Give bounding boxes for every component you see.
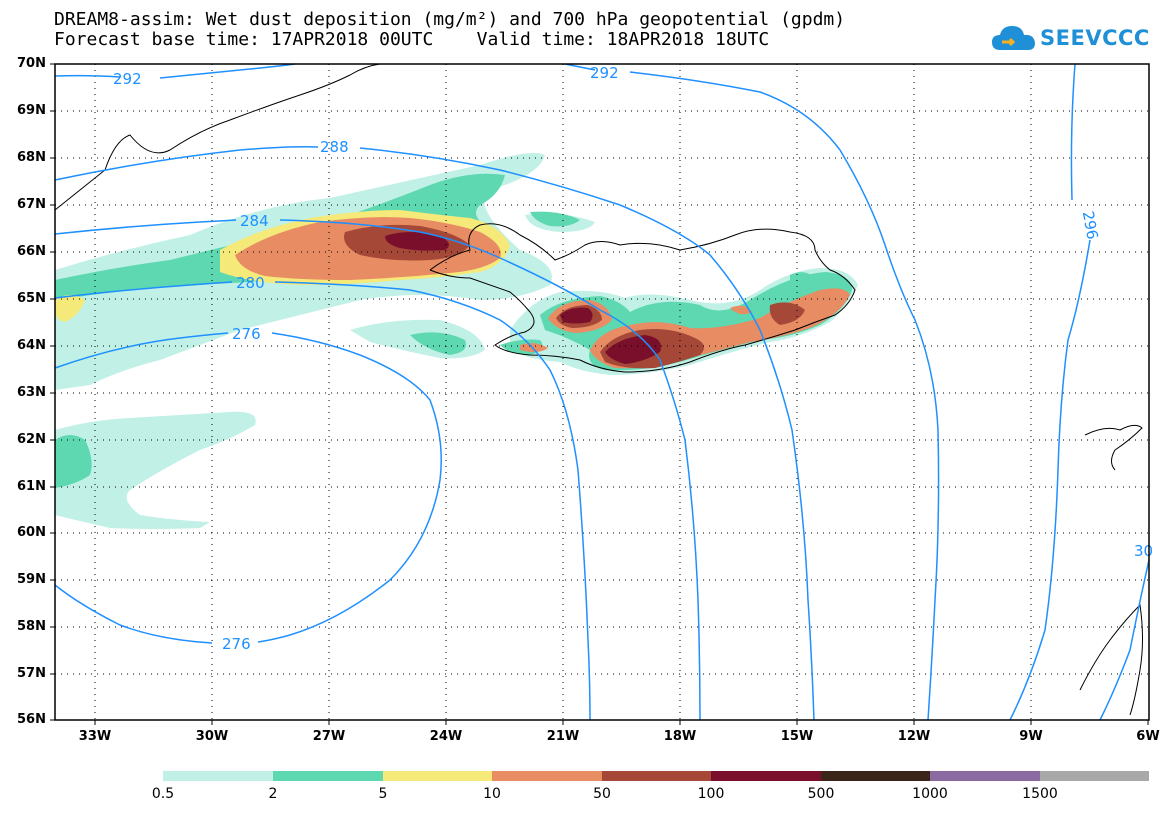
contour-label: 284 [240, 212, 269, 230]
lat-label: 60N [17, 525, 46, 540]
colorbar-label: 100 [697, 786, 725, 802]
lon-label: 12W [897, 729, 931, 744]
contour-label: 292 [590, 64, 619, 82]
colorbar-swatch [711, 771, 821, 781]
lon-label: 21W [546, 729, 580, 744]
colorbar-swatch [383, 771, 492, 781]
map-subtitle: Forecast base time: 17APR2018 00UTC Vali… [54, 29, 770, 50]
lon-gridlines [94, 64, 1032, 720]
contour-label: 30 [1134, 542, 1153, 560]
colorbar-swatch [273, 771, 383, 781]
lon-label: 6W [1136, 729, 1160, 744]
geopotential-contours [54, 63, 1150, 721]
lat-label: 62N [17, 432, 46, 447]
lat-label: 64N [17, 338, 46, 353]
lon-label: 18W [663, 729, 697, 744]
contour-label: 280 [236, 274, 265, 292]
lat-label: 58N [17, 619, 46, 634]
lat-label: 63N [17, 385, 46, 400]
lat-label: 70N [17, 56, 46, 71]
lat-label: 61N [17, 479, 46, 494]
colorbar-label: 0.5 [151, 786, 175, 802]
contour-label: 292 [113, 70, 142, 88]
colorbar-label: 1500 [1022, 786, 1058, 802]
lat-label: 69N [17, 103, 46, 118]
map-title: DREAM8-assim: Wet dust deposition (mg/m²… [54, 9, 846, 30]
lat-gridlines [55, 110, 1149, 675]
colorbar-label: 10 [483, 786, 501, 802]
cloud-icon [992, 26, 1035, 50]
colorbar-label: 50 [593, 786, 611, 802]
lat-label: 57N [17, 666, 46, 681]
lat-label: 59N [17, 572, 46, 587]
colorbar-label: 500 [807, 786, 835, 802]
lat-label: 67N [17, 197, 46, 212]
contour-label: 296 [1079, 210, 1102, 241]
colorbar [163, 771, 1149, 781]
contour-label: 288 [320, 138, 349, 156]
colorbar-swatch [163, 771, 273, 781]
lat-label: 68N [17, 150, 46, 165]
lat-label: 65N [17, 291, 46, 306]
colorbar-swatch [492, 771, 602, 781]
seevccc-logo: SEEVCCC [990, 20, 1150, 60]
lon-label: 33W [78, 729, 112, 744]
lat-label: 56N [17, 712, 46, 727]
coastlines [54, 63, 1143, 716]
colorbar-label: 1000 [912, 786, 948, 802]
lon-label: 30W [195, 729, 229, 744]
lat-label: 66N [17, 244, 46, 259]
lon-label: 15W [780, 729, 814, 744]
colorbar-swatch [930, 771, 1040, 781]
logo-text: SEEVCCC [1040, 26, 1150, 50]
contour-label: 276 [232, 325, 261, 343]
lon-label: 24W [429, 729, 463, 744]
colorbar-label: 5 [378, 786, 388, 802]
map-frame [54, 63, 1150, 721]
colorbar-label: 2 [268, 786, 278, 802]
colorbar-swatch [1040, 771, 1149, 781]
colorbar-swatch [602, 771, 711, 781]
axis-ticks [50, 63, 1149, 725]
colorbar-swatch [821, 771, 930, 781]
dust-shading [55, 152, 858, 529]
lon-label: 9W [1019, 729, 1043, 744]
contour-label: 276 [222, 635, 251, 653]
lon-label: 27W [312, 729, 346, 744]
